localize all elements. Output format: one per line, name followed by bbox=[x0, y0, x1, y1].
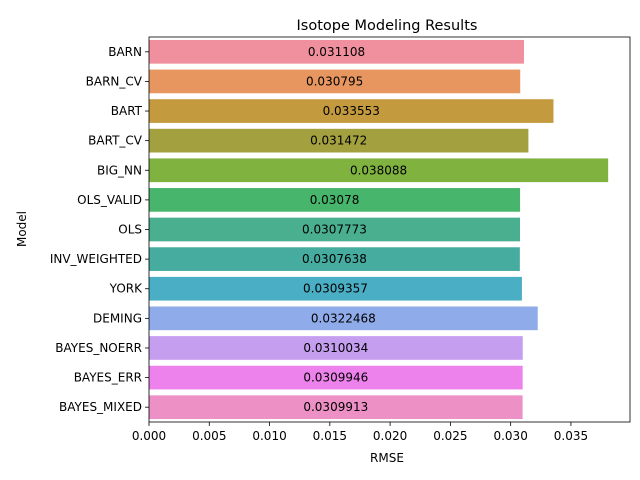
y-tick-label: BARN_CV bbox=[86, 74, 143, 88]
value-label-bayes-mixed: 0.0309913 bbox=[303, 400, 368, 414]
bar-bayes-err bbox=[149, 365, 523, 390]
bar-ols bbox=[149, 217, 521, 242]
bar-bayes-mixed bbox=[149, 395, 523, 420]
y-tick-label: YORK bbox=[109, 282, 143, 296]
bar-big-nn bbox=[149, 158, 609, 183]
value-label-deming: 0.0322468 bbox=[311, 311, 376, 325]
y-tick-label: OLS bbox=[118, 223, 142, 237]
x-tick-label: 0.005 bbox=[192, 429, 226, 443]
bar-ols-valid bbox=[149, 188, 521, 212]
y-tick-label: BAYES_ERR bbox=[74, 371, 142, 385]
x-axis-ticks: 0.000 0.005 0.010 0.015 0.020 0.025 0.030 0.035 bbox=[132, 422, 588, 443]
value-labels-group: 0.031108 0.030795 0.033553 0.031472 0.038088… bbox=[302, 45, 407, 414]
value-label-barn-cv: 0.030795 bbox=[306, 74, 363, 88]
x-tick-label: 0.010 bbox=[252, 429, 286, 443]
bar-bart bbox=[149, 99, 554, 123]
x-tick-label: 0.030 bbox=[493, 429, 527, 443]
value-label-bart: 0.033553 bbox=[323, 104, 380, 118]
x-tick-label: 0.025 bbox=[433, 429, 467, 443]
y-tick-label: DEMING bbox=[93, 311, 142, 325]
x-axis-title: RMSE bbox=[370, 451, 404, 465]
y-tick-label: BAYES_MIXED bbox=[59, 400, 142, 414]
bar-deming bbox=[149, 306, 538, 331]
y-tick-label: BART bbox=[111, 104, 143, 118]
bar-barn-cv bbox=[149, 69, 521, 94]
bar-inv-weighted bbox=[149, 247, 520, 271]
y-tick-label: BAYES_NOERR bbox=[55, 341, 142, 355]
axes-frame bbox=[148, 36, 631, 423]
value-label-ols: 0.0307773 bbox=[302, 223, 367, 237]
bars-group bbox=[149, 39, 609, 420]
y-tick-label: BARN bbox=[108, 45, 142, 59]
value-label-ols-valid: 0.03078 bbox=[310, 193, 360, 207]
y-tick-label: INV_WEIGHTED bbox=[50, 252, 142, 266]
y-axis-ticks: BARN BARN_CV BART BART_CV BIG_NN OLS_VALID OLS… bbox=[50, 45, 149, 414]
value-label-bart-cv: 0.031472 bbox=[310, 134, 367, 148]
bar-barn bbox=[149, 39, 525, 64]
x-tick-label: 0.000 bbox=[132, 429, 166, 443]
bar-bayes-noerr bbox=[149, 336, 523, 360]
y-tick-label: BIG_NN bbox=[97, 163, 142, 177]
value-label-york: 0.0309357 bbox=[303, 282, 368, 296]
y-axis-title: Model bbox=[15, 211, 29, 247]
x-tick-label: 0.015 bbox=[313, 429, 347, 443]
y-tick-label: OLS_VALID bbox=[77, 193, 142, 207]
value-label-bayes-err: 0.0309946 bbox=[303, 371, 368, 385]
value-label-bayes-noerr: 0.0310034 bbox=[303, 341, 368, 355]
value-label-barn: 0.031108 bbox=[308, 45, 365, 59]
chart-title: Isotope Modeling Results bbox=[297, 18, 478, 34]
bar-york bbox=[149, 276, 522, 301]
bar-bart-cv bbox=[149, 128, 529, 153]
x-tick-label: 0.020 bbox=[373, 429, 407, 443]
y-tick-label: BART_CV bbox=[88, 134, 143, 148]
value-label-big-nn: 0.038088 bbox=[350, 163, 407, 177]
value-label-inv-weighted: 0.0307638 bbox=[302, 252, 367, 266]
plot-border bbox=[148, 36, 631, 423]
x-tick-label: 0.035 bbox=[554, 429, 588, 443]
